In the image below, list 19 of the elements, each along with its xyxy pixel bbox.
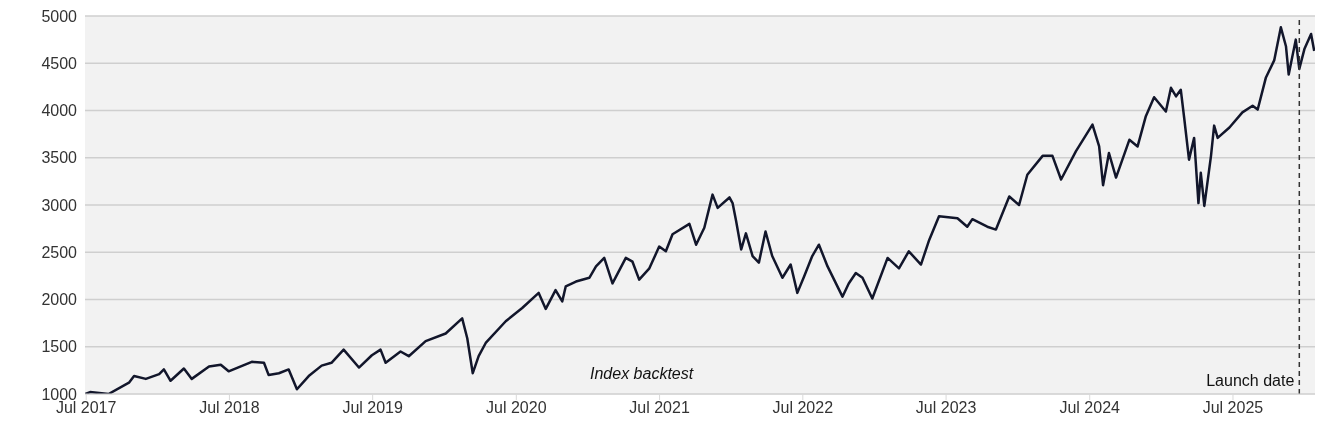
y-tick-label: 2000 — [41, 291, 78, 309]
x-tick-label: Jul 2021 — [629, 399, 690, 417]
x-tick-label: Jul 2020 — [486, 399, 547, 417]
x-tick-label: Jul 2022 — [772, 399, 834, 417]
x-tick-label: Jul 2019 — [342, 399, 404, 417]
x-tick-label: Jul 2025 — [1202, 399, 1264, 417]
y-tick-label: 3000 — [41, 196, 78, 214]
y-tick-label: 2500 — [41, 243, 78, 261]
y-tick-label: 5000 — [41, 7, 78, 25]
y-tick-label: 1500 — [41, 338, 78, 356]
y-tick-label: 4000 — [41, 102, 78, 120]
x-tick-label: Jul 2017 — [55, 399, 117, 417]
y-tick-label: 4500 — [41, 54, 78, 72]
x-tick-label: Jul 2018 — [199, 399, 260, 417]
x-tick-label: Jul 2023 — [915, 399, 977, 417]
x-tick-label: Jul 2024 — [1059, 399, 1121, 417]
ref-line-label: Launch date — [1206, 372, 1295, 389]
annotation: Index backtest — [590, 365, 694, 383]
y-tick-label: 3500 — [41, 149, 78, 167]
